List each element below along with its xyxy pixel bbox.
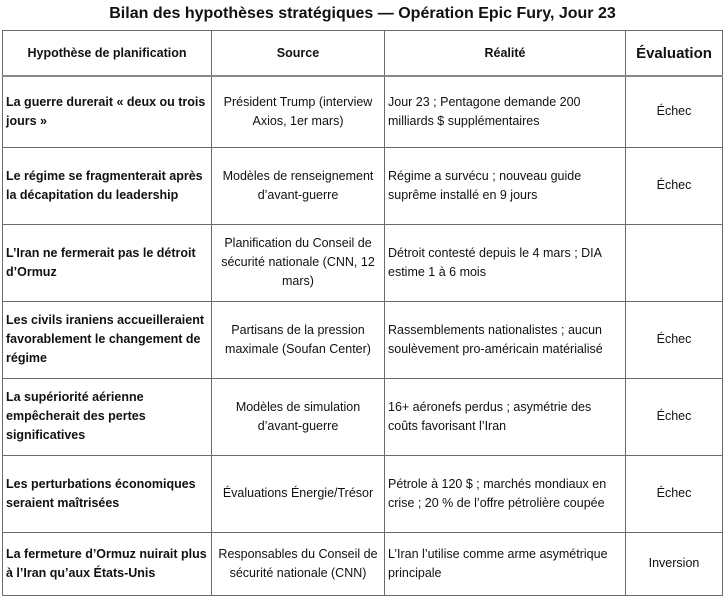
cell-source: Partisans de la pression maximale (Soufa… [211, 300, 385, 379]
cell-source: Président Trump (interview Axios, 1er ma… [211, 75, 385, 148]
header-reality: Réalité [384, 30, 626, 77]
cell-reality: Jour 23 ; Pentagone demande 200 milliard… [384, 75, 626, 148]
cell-reality: Rassemblements nationalistes ; aucun sou… [384, 300, 626, 379]
cell-hypothesis: Les perturbations économiques seraient m… [2, 454, 212, 533]
header-source: Source [211, 30, 385, 77]
cell-hypothesis: La guerre durerait « deux ou trois jours… [2, 75, 212, 148]
header-hypothesis: Hypothèse de planification [2, 30, 212, 77]
cell-hypothesis: Le régime se fragmenterait après la déca… [2, 146, 212, 225]
cell-source: Modèles de renseignement d’avant-guerre [211, 146, 385, 225]
cell-evaluation: Échec [625, 377, 723, 456]
cell-reality: L’Iran l’utilise comme arme asymétrique … [384, 531, 626, 596]
table-row: Les perturbations économiques seraient m… [2, 454, 723, 533]
table-row: L’Iran ne fermerait pas le détroit d’Orm… [2, 223, 723, 302]
assumptions-table: Hypothèse de planification Source Réalit… [2, 30, 723, 596]
cell-hypothesis: Les civils iraniens accueilleraient favo… [2, 300, 212, 379]
cell-hypothesis: L’Iran ne fermerait pas le détroit d’Orm… [2, 223, 212, 302]
cell-evaluation: Échec [625, 454, 723, 533]
cell-source: Responsables du Conseil de sécurité nati… [211, 531, 385, 596]
cell-reality: Régime a survécu ; nouveau guide suprême… [384, 146, 626, 225]
cell-evaluation: Inversion [625, 531, 723, 596]
cell-reality: Détroit contesté depuis le 4 mars ; DIA … [384, 223, 626, 302]
cell-evaluation: Échec [625, 75, 723, 148]
table-row: Le régime se fragmenterait après la déca… [2, 146, 723, 225]
cell-evaluation: Échec [625, 300, 723, 379]
page-title: Bilan des hypothèses stratégiques — Opér… [109, 5, 616, 22]
table-row: La fermeture d’Ormuz nuirait plus à l’Ir… [2, 531, 723, 596]
table-row: La supériorité aérienne empêcherait des … [2, 377, 723, 456]
cell-evaluation: Échec [625, 146, 723, 225]
cell-reality: Pétrole à 120 $ ; marchés mondiaux en cr… [384, 454, 626, 533]
cell-evaluation [625, 223, 723, 302]
table-row: La guerre durerait « deux ou trois jours… [2, 75, 723, 148]
cell-reality: 16+ aéronefs perdus ; asymétrie des coût… [384, 377, 626, 456]
cell-hypothesis: La supériorité aérienne empêcherait des … [2, 377, 212, 456]
cell-source: Modèles de simulation d’avant-guerre [211, 377, 385, 456]
cell-hypothesis: La fermeture d’Ormuz nuirait plus à l’Ir… [2, 531, 212, 596]
cell-source: Évaluations Énergie/Trésor [211, 454, 385, 533]
table-header-row: Hypothèse de planification Source Réalit… [2, 30, 723, 77]
cell-source: Planification du Conseil de sécurité nat… [211, 223, 385, 302]
header-evaluation: Évaluation [625, 30, 723, 77]
table-row: Les civils iraniens accueilleraient favo… [2, 300, 723, 379]
